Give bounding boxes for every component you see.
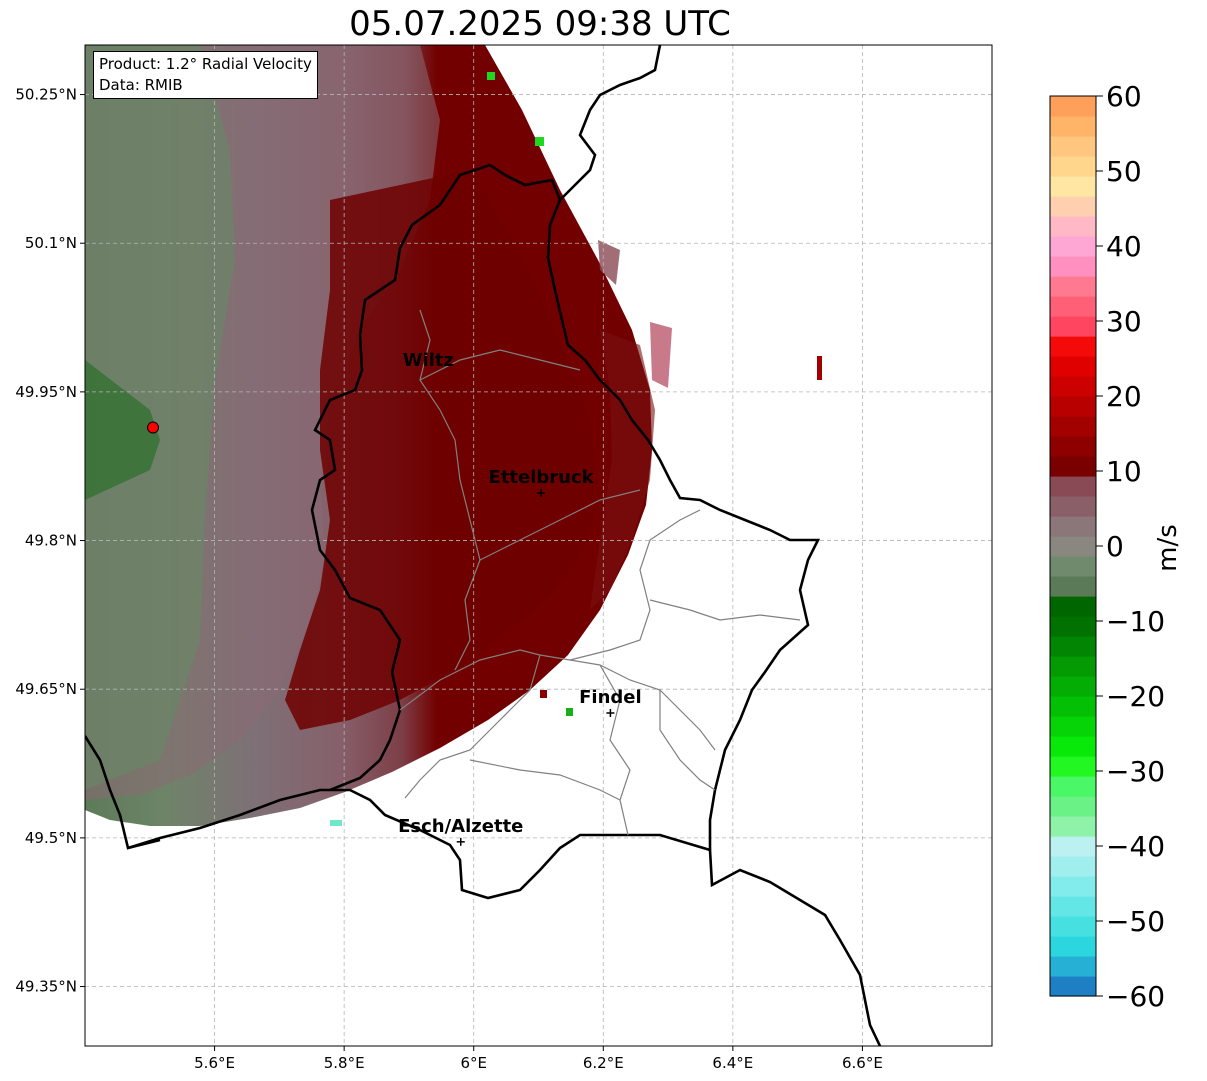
colorbar-bin <box>1050 956 1096 977</box>
colorbar-bin <box>1050 596 1096 617</box>
colorbar-bin <box>1050 696 1096 717</box>
colorbar-tick-label: −10 <box>1106 605 1165 638</box>
y-tick-label: 49.95°N <box>15 383 77 401</box>
city-label: Ettelbruck <box>489 467 595 488</box>
colorbar-bin <box>1050 116 1096 137</box>
colorbar-bin <box>1050 916 1096 937</box>
colorbar-bin <box>1050 236 1096 257</box>
colorbar-bin <box>1050 256 1096 277</box>
x-tick-label: 5.6°E <box>194 1054 235 1072</box>
colorbar-bin <box>1050 456 1096 477</box>
colorbar-bin <box>1050 616 1096 637</box>
y-tick-label: 49.8°N <box>25 532 77 550</box>
colorbar-bin <box>1050 856 1096 877</box>
colorbar-tick-label: 0 <box>1106 530 1124 563</box>
colorbar-bin <box>1050 556 1096 577</box>
country-borders <box>85 45 882 1046</box>
product-label: Product: 1.2° Radial Velocity <box>99 55 312 73</box>
colorbar-bin <box>1050 896 1096 917</box>
colorbar-bin <box>1050 136 1096 157</box>
colorbar-bin <box>1050 796 1096 817</box>
colorbar-bin <box>1050 96 1096 117</box>
colorbar-bin <box>1050 356 1096 377</box>
colorbar-tick-label: −30 <box>1106 755 1165 788</box>
colorbar-tick-label: 30 <box>1106 305 1142 338</box>
colorbar-bin <box>1050 836 1096 857</box>
colorbar-bin <box>1050 196 1096 217</box>
colorbar-tick-label: 10 <box>1106 455 1142 488</box>
colorbar-bin <box>1050 536 1096 557</box>
plot-area: Wiltz Ettelbruck Findel Esch/Alzette <box>85 45 992 1046</box>
colorbar-bin <box>1050 416 1096 437</box>
y-tick-label: 50.1°N <box>25 234 77 252</box>
colorbar-bin <box>1050 676 1096 697</box>
colorbar-bin <box>1050 176 1096 197</box>
colorbar-bin <box>1050 656 1096 677</box>
latitude-ticks: 50.25°N 50.1°N 49.95°N 49.8°N 49.65°N 49.5°N 4… <box>15 86 85 996</box>
colorbar-bin <box>1050 756 1096 777</box>
chart-title: 05.07.2025 09:38 UTC <box>349 4 731 44</box>
colorbar-bin <box>1050 576 1096 597</box>
data-source-label: Data: RMIB <box>99 76 183 94</box>
colorbar-bin <box>1050 436 1096 457</box>
colorbar-tick-label: 60 <box>1106 80 1142 113</box>
x-tick-label: 6.2°E <box>583 1054 624 1072</box>
colorbar-tick-label: −40 <box>1106 830 1165 863</box>
colorbar-bin <box>1050 276 1096 297</box>
velocity-colorbar: 60 50 40 30 20 10 0 −10 −20 −30 −40 −50 −60 <box>1049 80 1165 1013</box>
x-tick-label: 6.6°E <box>842 1054 883 1072</box>
product-info-box: Product: 1.2° Radial Velocity Data: RMIB <box>93 51 318 99</box>
colorbar-bin <box>1050 776 1096 797</box>
y-tick-label: 49.35°N <box>15 978 77 996</box>
y-tick-label: 49.5°N <box>25 829 77 847</box>
colorbar-bin <box>1050 396 1096 417</box>
city-label: Wiltz <box>403 350 454 371</box>
colorbar-tick-label: −60 <box>1106 980 1165 1013</box>
colorbar-bin <box>1050 736 1096 757</box>
colorbar-bin <box>1050 336 1096 357</box>
radar-site-marker <box>147 421 160 434</box>
colorbar-tick-label: 50 <box>1106 155 1142 188</box>
colorbar-bin <box>1050 316 1096 337</box>
x-tick-label: 6.4°E <box>712 1054 753 1072</box>
colorbar-bin <box>1050 816 1096 837</box>
colorbar-bin <box>1050 636 1096 657</box>
colorbar-bin <box>1050 976 1096 997</box>
y-tick-label: 49.65°N <box>15 680 77 698</box>
colorbar-tick-label: −20 <box>1106 680 1165 713</box>
colorbar-bin <box>1050 496 1096 517</box>
lat-lon-gridlines <box>85 45 992 1046</box>
city-label: Esch/Alzette <box>398 816 523 837</box>
colorbar-bin <box>1050 376 1096 397</box>
colorbar-tick-label: −50 <box>1106 905 1165 938</box>
colorbar-tick-label: 40 <box>1106 230 1142 263</box>
y-tick-label: 50.25°N <box>15 86 77 104</box>
colorbar-bin <box>1050 156 1096 177</box>
colorbar-tick-label: 20 <box>1106 380 1142 413</box>
city-label: Findel <box>579 687 642 708</box>
colorbar-bin <box>1050 936 1096 957</box>
colorbar-bin <box>1050 716 1096 737</box>
colorbar-unit-label: m/s <box>1153 524 1183 572</box>
colorbar-bin <box>1050 296 1096 317</box>
colorbar-bin <box>1050 876 1096 897</box>
colorbar-bin <box>1050 476 1096 497</box>
x-tick-label: 5.8°E <box>324 1054 365 1072</box>
city-markers: Wiltz Ettelbruck Findel Esch/Alzette <box>398 350 642 846</box>
colorbar-bin <box>1050 516 1096 537</box>
colorbar-bin <box>1050 216 1096 237</box>
longitude-ticks: 5.6°E 5.8°E 6°E 6.2°E 6.4°E 6.6°E <box>194 1046 883 1072</box>
x-tick-label: 6°E <box>460 1054 487 1072</box>
